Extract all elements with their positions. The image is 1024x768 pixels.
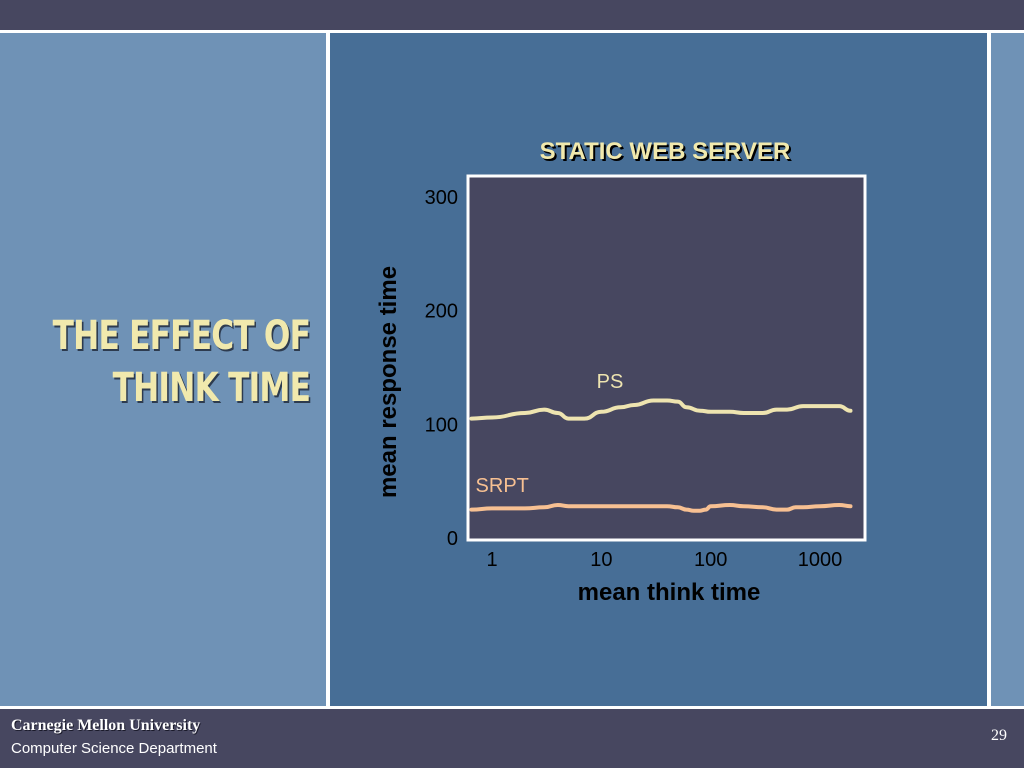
slide-title: THE EFFECT OF THINK TIME [52,310,310,414]
panel-divider-left [326,30,330,708]
series-layer: PS SRPT [469,371,853,513]
response-time-chart: STATIC WEB SERVER STATIC WEB SERVER 0100… [375,138,867,606]
footer-university: Carnegie Mellon University [11,717,201,734]
bottom-divider-line [0,706,1024,709]
series-line-srpt [469,502,853,513]
y-axis-label: mean response time [375,266,402,498]
x-tick-label: 1000 [798,549,843,571]
chart-title-shadow: STATIC WEB SERVER [542,140,793,167]
series-label-srpt: SRPT [476,475,529,497]
x-tick-label: 10 [590,549,612,571]
x-axis-ticks: 1 10 100 1000 [486,549,842,571]
footer-department: Computer Science Department [11,740,217,757]
left-panel [0,30,327,708]
y-tick-label: 100 [425,414,458,436]
top-bar [0,0,1024,30]
chart-title: STATIC WEB SERVER [540,138,791,165]
page-number: 29 [991,727,1007,744]
slide-title-line-1: THE EFFECT OF [52,313,310,359]
y-tick-label: 200 [425,301,458,323]
panel-divider-right [987,30,991,708]
y-tick-label: 300 [425,187,458,209]
x-tick-label: 100 [694,549,727,571]
top-divider-line [0,30,1024,33]
series-label-ps: PS [597,371,624,393]
y-tick-label: 0 [447,528,458,550]
x-axis-label: mean think time [578,579,761,606]
footer-bar [0,709,1024,768]
series-line-ps [469,398,853,421]
x-tick-label: 1 [486,549,497,571]
y-axis-ticks: 0 100 200 300 [425,187,458,550]
plot-area [466,174,867,542]
slide-title-line-2: THINK TIME [112,365,310,411]
